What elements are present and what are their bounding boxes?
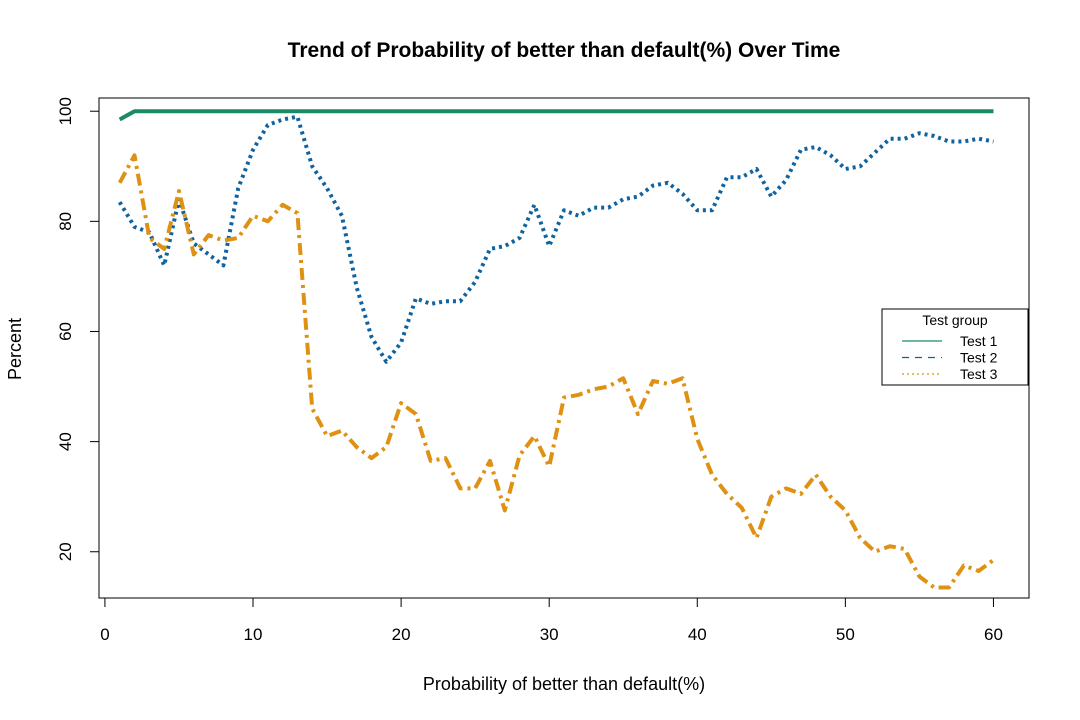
legend-title: Test group (922, 312, 988, 328)
series-layer (117, 109, 995, 590)
x-tick-label: 50 (836, 625, 855, 644)
y-tick-label: 60 (56, 322, 75, 341)
chart-title: Trend of Probability of better than defa… (288, 39, 841, 62)
x-tick-label: 10 (244, 625, 263, 644)
x-tick-label: 0 (100, 625, 109, 644)
legend-label-1: Test 1 (960, 333, 998, 349)
series-line-1 (118, 109, 994, 122)
x-axis-label: Probability of better than default(%) (423, 674, 705, 694)
x-tick-label: 40 (688, 625, 707, 644)
y-axis-label: Percent (5, 318, 25, 380)
legend-box (881, 308, 1029, 386)
x-tick-label: 20 (392, 625, 411, 644)
series-line-2 (117, 114, 994, 364)
y-tick-label: 80 (56, 212, 75, 231)
x-tick-label: 60 (984, 625, 1003, 644)
x-axis: 0 10 20 30 40 50 60 (100, 597, 1003, 644)
y-axis: 20 40 60 80 100 (56, 97, 100, 561)
y-tick-label: 20 (56, 542, 75, 561)
y-tick-label: 100 (56, 97, 75, 125)
legend-label-2: Test 2 (960, 350, 998, 366)
legend-label-3: Test 3 (960, 366, 998, 382)
series-line-3 (117, 153, 995, 590)
x-tick-label: 30 (540, 625, 559, 644)
y-tick-label: 40 (56, 432, 75, 451)
